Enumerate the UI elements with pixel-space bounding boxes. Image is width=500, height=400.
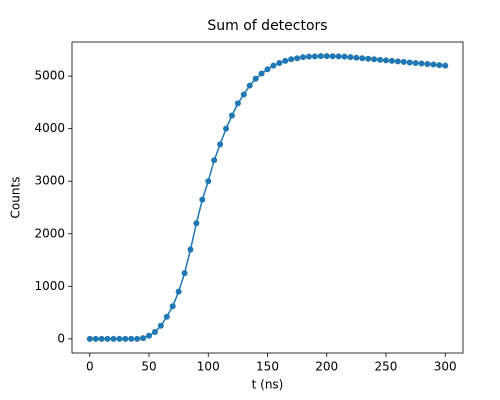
- data-point: [86, 335, 93, 342]
- data-point: [317, 53, 324, 60]
- data-point: [442, 62, 449, 69]
- data-point: [288, 56, 295, 63]
- data-point: [359, 55, 366, 62]
- data-point: [234, 100, 241, 107]
- x-tick-label: 200: [315, 360, 338, 374]
- data-point: [347, 54, 354, 61]
- data-point: [98, 335, 105, 342]
- data-point: [163, 313, 170, 320]
- data-point: [365, 55, 372, 62]
- data-point: [430, 61, 437, 68]
- data-point: [134, 335, 141, 342]
- data-point: [92, 335, 99, 342]
- data-point: [181, 270, 188, 277]
- data-point: [400, 58, 407, 65]
- data-point: [205, 178, 212, 185]
- data-line: [89, 55, 446, 340]
- data-point: [228, 112, 235, 119]
- y-tick-label: 3000: [34, 174, 65, 188]
- data-point: [122, 335, 129, 342]
- data-point: [264, 66, 271, 73]
- data-point: [157, 322, 164, 329]
- data-point: [412, 59, 419, 66]
- data-point: [305, 53, 312, 60]
- data-point: [323, 53, 330, 60]
- data-point: [377, 56, 384, 63]
- y-tick-label: 4000: [34, 121, 65, 135]
- data-point: [199, 196, 206, 203]
- data-point: [146, 332, 153, 339]
- data-point: [217, 141, 224, 148]
- data-point: [294, 55, 301, 62]
- y-axis-label: Counts: [9, 177, 23, 219]
- data-point: [394, 58, 401, 65]
- data-point: [246, 82, 253, 89]
- x-tick-label: 150: [256, 360, 279, 374]
- data-point: [187, 246, 194, 253]
- data-point: [252, 75, 259, 82]
- data-point: [371, 56, 378, 63]
- data-point: [406, 59, 413, 66]
- chart-title: Sum of detectors: [207, 18, 327, 34]
- data-point: [335, 53, 342, 60]
- data-point: [270, 62, 277, 69]
- data-point: [418, 60, 425, 67]
- data-point: [436, 62, 443, 69]
- data-point: [193, 220, 200, 227]
- data-point: [382, 57, 389, 64]
- data-point: [223, 125, 230, 132]
- data-point: [110, 335, 117, 342]
- data-point: [169, 303, 176, 310]
- x-tick-label: 250: [375, 360, 398, 374]
- x-axis-label: t (ns): [252, 378, 284, 392]
- data-point: [300, 54, 307, 61]
- data-point: [282, 57, 289, 64]
- y-tick-label: 1000: [34, 279, 65, 293]
- data-point: [128, 335, 135, 342]
- data-point: [140, 335, 147, 342]
- y-tick-label: 5000: [34, 69, 65, 83]
- data-point: [329, 53, 336, 60]
- data-point: [258, 70, 265, 77]
- data-point: [276, 59, 283, 66]
- axes-frame: [71, 41, 464, 354]
- data-point: [175, 288, 182, 295]
- data-point: [424, 61, 431, 68]
- x-tick-label: 300: [434, 360, 457, 374]
- y-tick-label: 0: [57, 331, 65, 345]
- data-point: [104, 335, 111, 342]
- data-point: [388, 57, 395, 64]
- data-point: [353, 54, 360, 61]
- data-point: [211, 157, 218, 164]
- data-point: [151, 329, 158, 336]
- y-tick-label: 2000: [34, 226, 65, 240]
- x-tick-label: 0: [86, 360, 94, 374]
- data-point: [116, 335, 123, 342]
- x-tick-label: 100: [197, 360, 220, 374]
- data-point: [240, 91, 247, 98]
- x-tick-label: 50: [141, 360, 156, 374]
- data-point: [341, 53, 348, 60]
- data-point: [311, 53, 318, 60]
